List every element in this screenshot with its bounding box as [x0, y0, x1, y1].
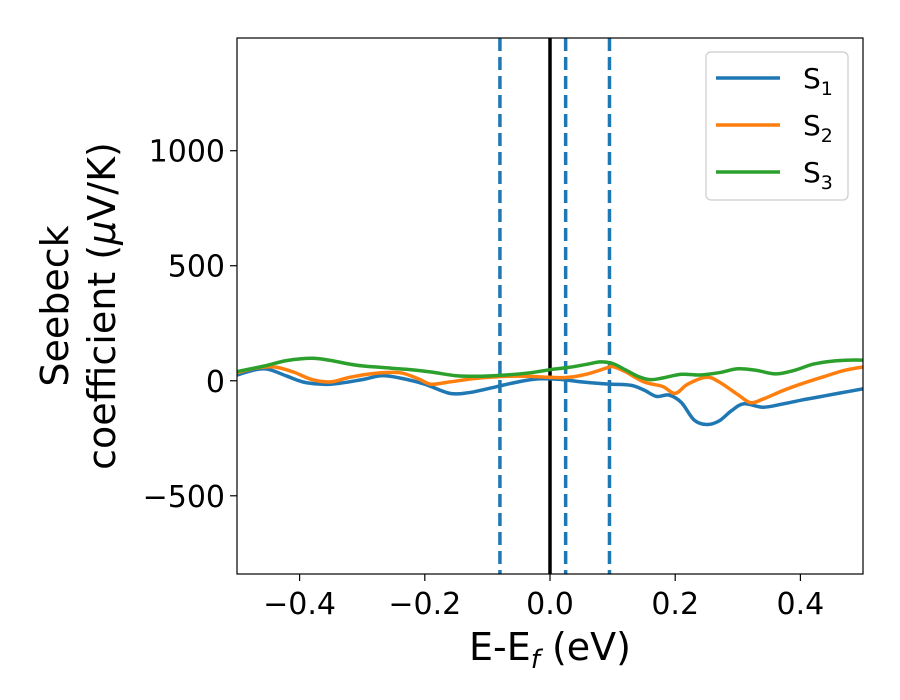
legend-label-main: S — [803, 156, 821, 189]
series-line-s1 — [237, 366, 863, 427]
y-tick-label: −500 — [143, 480, 225, 515]
x-tick-label: 0.0 — [526, 587, 574, 622]
x-tick-label: −0.4 — [263, 587, 336, 622]
x-axis-label-unit: (eV) — [540, 625, 631, 669]
y-axis-label: Seebeck coefficient (μV/K) — [33, 142, 124, 470]
legend-label-sub: 1 — [821, 78, 833, 100]
x-tick-label: 0.2 — [651, 587, 699, 622]
y-axis-ticks: −500 0 500 1000 — [143, 135, 237, 515]
legend-label-s1: S1 — [803, 62, 833, 100]
y-axis-label-line1: Seebeck — [33, 225, 77, 386]
series-lines — [237, 356, 863, 427]
y-tick-label: 500 — [168, 250, 225, 285]
x-tick-label: 0.4 — [777, 587, 825, 622]
legend-label-sub: 2 — [821, 125, 833, 147]
y-tick-label: 0 — [206, 365, 225, 400]
legend-label-s2: S2 — [803, 109, 833, 147]
series-line-s3 — [237, 356, 863, 382]
y-axis-label-mu: μ — [80, 221, 124, 246]
legend-label-main: S — [803, 109, 821, 142]
series-line-s2 — [237, 364, 863, 405]
legend-label-main: S — [803, 62, 821, 95]
legend-label-s3: S3 — [803, 156, 833, 194]
y-tick-label: 1000 — [149, 135, 225, 170]
x-axis-label-main: E-E — [469, 625, 531, 669]
x-tick-label: −0.2 — [388, 587, 461, 622]
y-axis-label-prefix: coefficient ( — [80, 245, 124, 470]
x-axis-ticks: −0.4 −0.2 0.0 0.2 0.4 — [263, 574, 824, 622]
legend-label-sub: 3 — [821, 172, 833, 194]
y-axis-label-suffix: V/K) — [80, 142, 124, 221]
x-axis-label: E-Ef (eV) — [469, 625, 631, 675]
reference-lines — [498, 38, 612, 574]
y-axis-label-line2: coefficient (μV/K) — [80, 142, 124, 470]
